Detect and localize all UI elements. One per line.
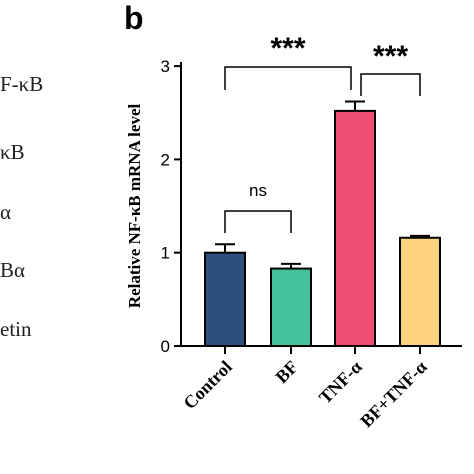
bar bbox=[399, 236, 441, 347]
significance-bracket bbox=[224, 210, 292, 233]
significance-bracket bbox=[224, 66, 352, 90]
x-tick-label: TNF-α bbox=[315, 357, 366, 408]
bar bbox=[270, 267, 312, 348]
bar bbox=[204, 251, 246, 347]
left-label-3: α bbox=[0, 200, 12, 224]
left-label-4: Bα bbox=[0, 258, 26, 282]
y-tick-label: 2 bbox=[161, 150, 170, 169]
significance-label: *** bbox=[373, 40, 408, 73]
y-axis-label: Relative NF-κB mRNA level bbox=[125, 104, 144, 309]
x-tick-label: BF+TNF-α bbox=[356, 357, 430, 431]
y-tick-label: 3 bbox=[161, 57, 170, 76]
significance-bracket bbox=[360, 73, 421, 96]
panel-letter: b bbox=[124, 0, 144, 36]
left-label-2: κB bbox=[0, 140, 25, 164]
left-label-1: F-κB bbox=[0, 72, 44, 96]
bar bbox=[334, 109, 376, 347]
y-tick-label: 0 bbox=[161, 337, 170, 356]
y-tick-label: 1 bbox=[161, 244, 170, 263]
x-tick-label: BF bbox=[271, 357, 301, 387]
significance-label: *** bbox=[270, 32, 305, 65]
significance-label: ns bbox=[249, 181, 267, 200]
left-label-5: etin bbox=[0, 317, 32, 341]
x-tick-label: Control bbox=[179, 357, 235, 413]
